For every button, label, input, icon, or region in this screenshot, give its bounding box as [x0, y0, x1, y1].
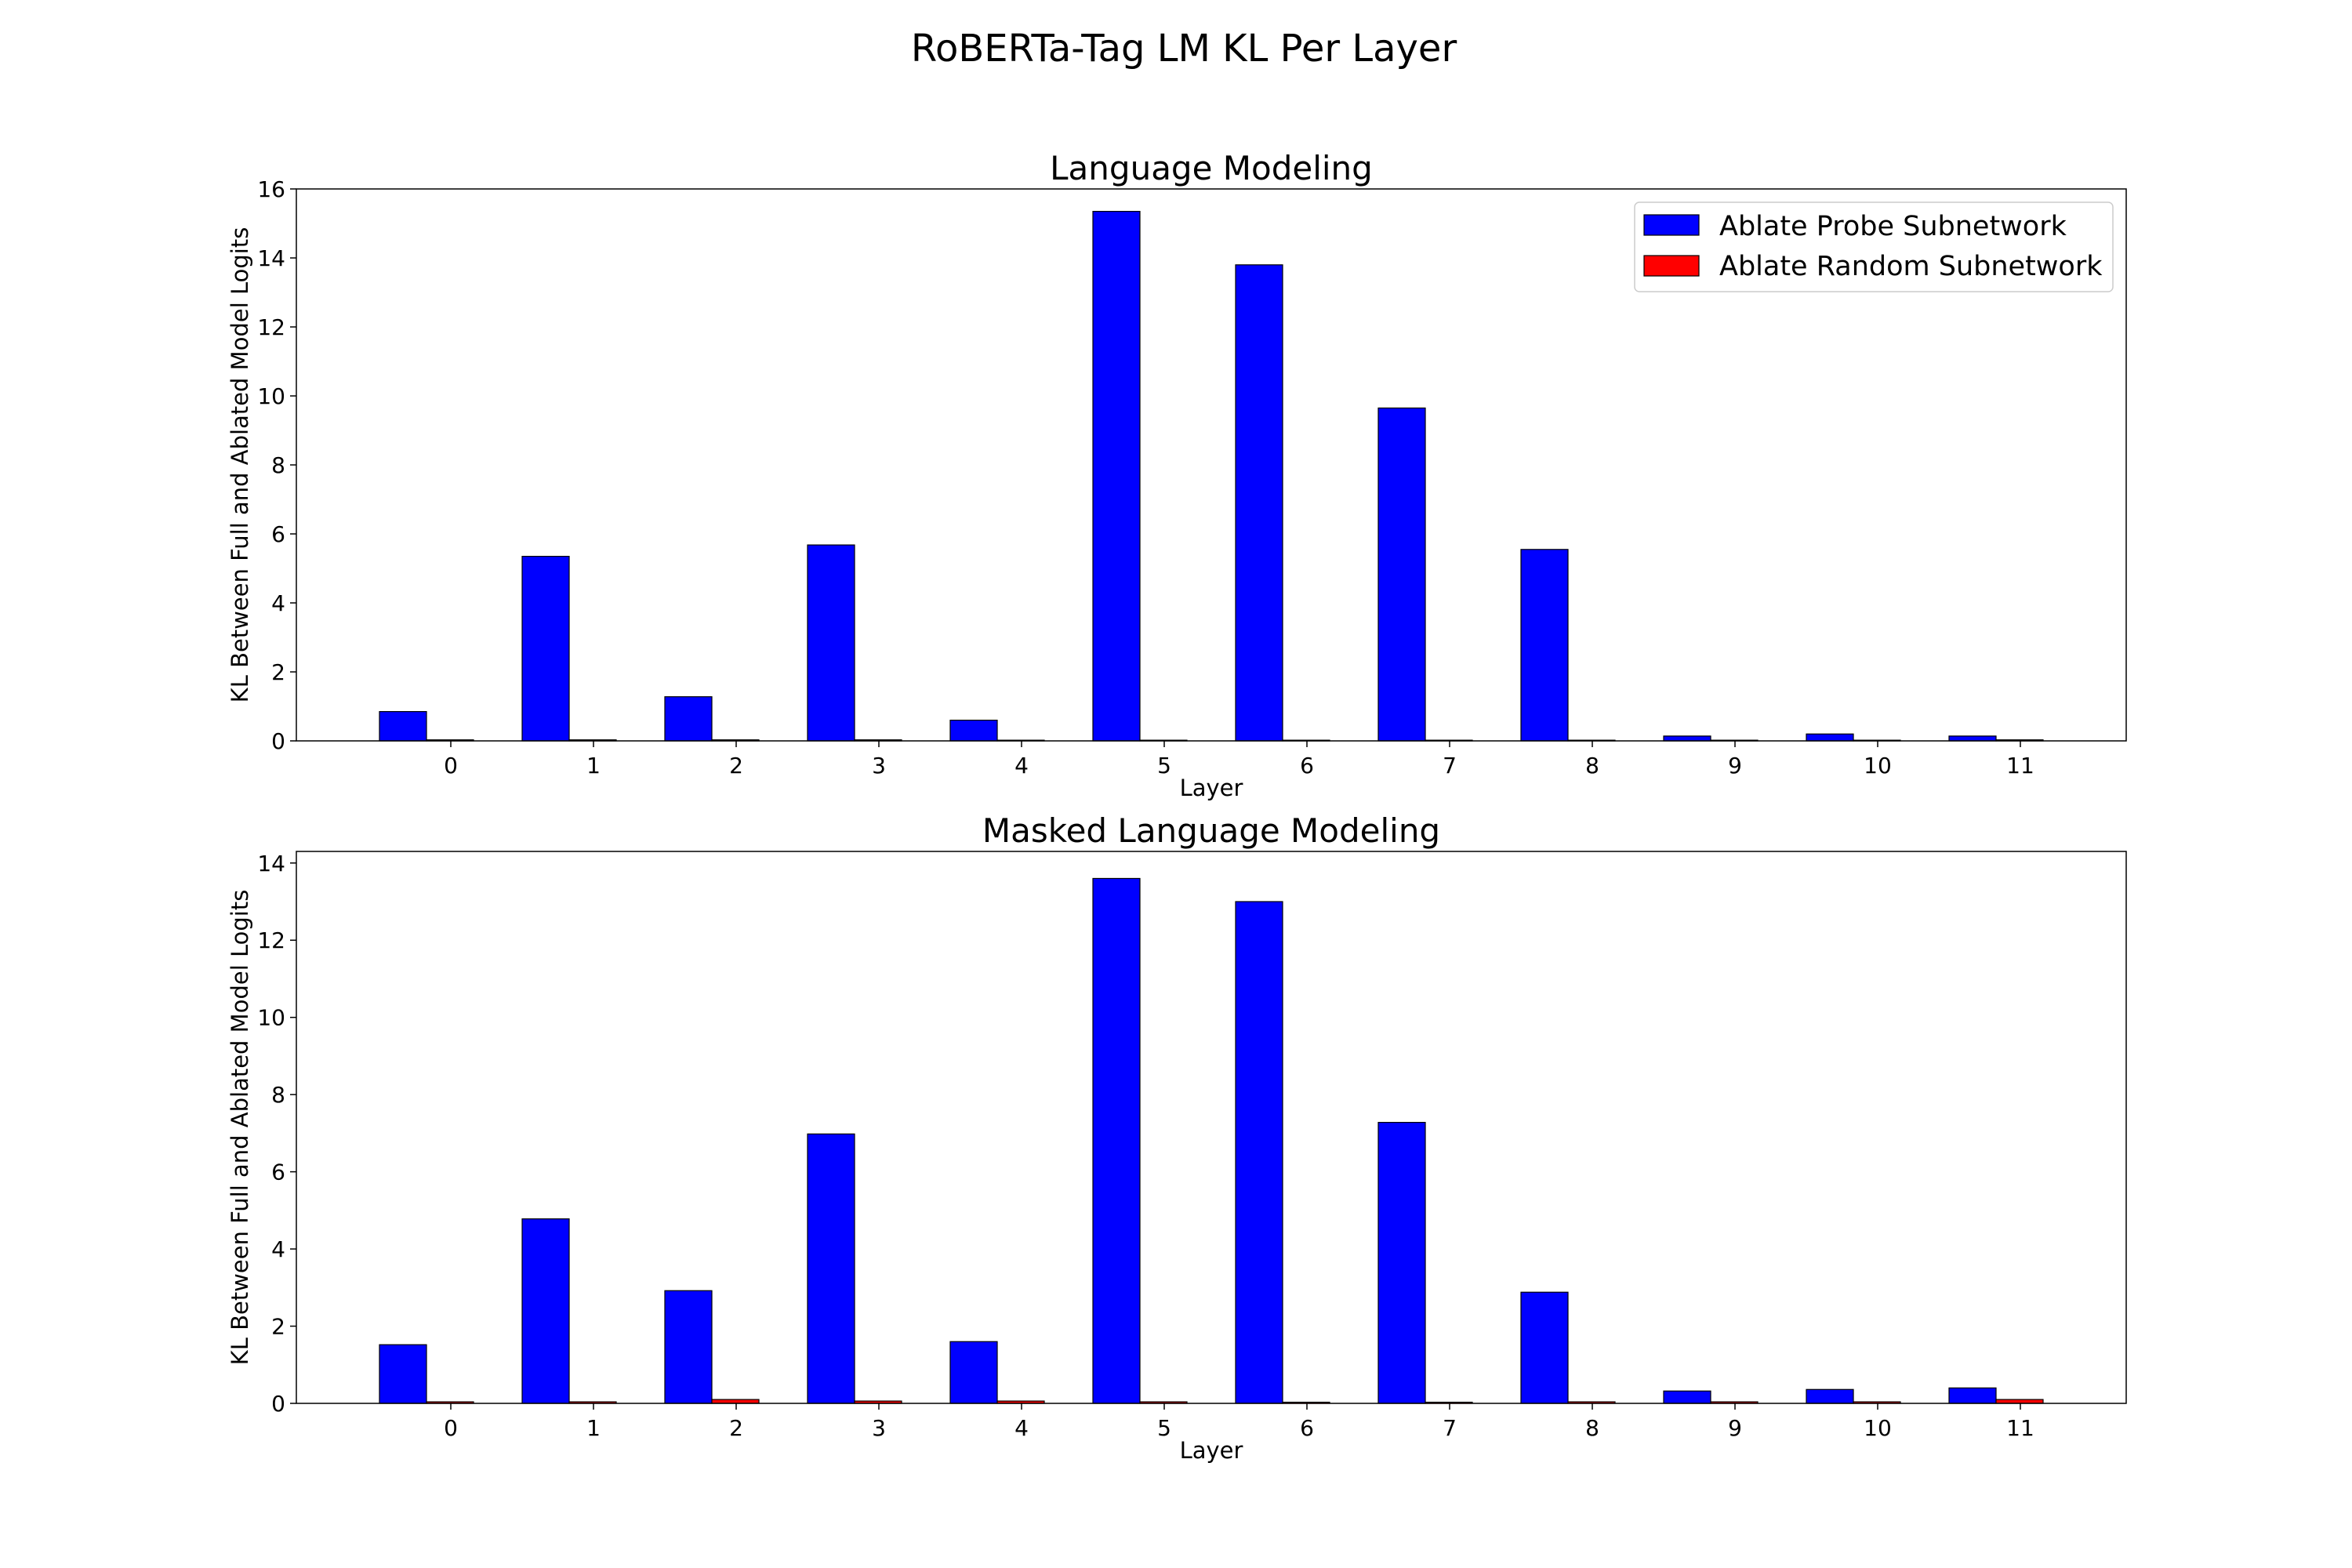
y-tick-label: 10: [257, 1005, 285, 1031]
y-tick-label: 8: [271, 452, 285, 478]
y-tick-label: 14: [257, 245, 285, 271]
bar-probe: [1235, 901, 1283, 1404]
y-tick-label: 4: [271, 1236, 285, 1262]
y-tick-label: 14: [257, 851, 285, 877]
x-tick-label: 2: [729, 1415, 743, 1441]
y-tick-label: 0: [271, 1391, 285, 1417]
x-tick-label: 0: [444, 1415, 458, 1441]
panel-title: Language Modeling: [1050, 149, 1373, 187]
bar-probe: [379, 710, 427, 742]
x-tick-label: 2: [729, 753, 743, 779]
bar-probe: [1377, 1121, 1426, 1404]
y-tick-label: 0: [271, 728, 285, 754]
bar-probe: [379, 1344, 427, 1404]
bar-probe: [664, 696, 713, 742]
bar-probe: [1520, 549, 1569, 742]
legend-label-probe: Ablate Probe Subnetwork: [1719, 211, 2067, 242]
x-tick-label: 1: [586, 1415, 601, 1441]
y-tick-label: 6: [271, 1160, 285, 1185]
x-tick-label: 0: [444, 753, 458, 779]
x-tick-label: 6: [1300, 1415, 1314, 1441]
bar-probe: [664, 1290, 713, 1404]
legend-swatch-probe: [1643, 214, 1700, 236]
y-tick-label: 6: [271, 521, 285, 547]
bar-probe: [807, 544, 855, 742]
bar-probe: [1806, 1388, 1854, 1404]
y-tick-label: 2: [271, 1314, 285, 1340]
y-axis-label: KL Between Full and Ablated Model Logits: [227, 890, 253, 1366]
bar-probe: [1663, 735, 1711, 742]
bar-probe: [1806, 733, 1854, 742]
y-axis-label: KL Between Full and Ablated Model Logits: [227, 227, 253, 703]
bar-probe: [1948, 735, 1997, 742]
x-tick-label: 4: [1014, 753, 1029, 779]
bar-probe: [1663, 1390, 1711, 1404]
figure-title: RoBERTa-Tag LM KL Per Layer: [911, 27, 1457, 71]
bar-probe: [807, 1133, 855, 1404]
x-tick-label: 6: [1300, 753, 1314, 779]
x-tick-label: 10: [1864, 1415, 1892, 1441]
legend-label-random: Ablate Random Subnetwork: [1719, 251, 2103, 282]
bar-probe: [1520, 1291, 1569, 1404]
bar-probe: [1235, 264, 1283, 742]
axes-frame: [296, 188, 2127, 742]
x-axis-label: Layer: [1180, 1437, 1243, 1464]
bar-probe: [1948, 1387, 1997, 1404]
legend-swatch-random: [1643, 255, 1700, 277]
x-tick-label: 7: [1443, 1415, 1457, 1441]
bar-probe: [949, 1341, 998, 1404]
x-tick-label: 3: [872, 1415, 886, 1441]
y-tick-label: 4: [271, 590, 285, 616]
axes-frame: [296, 851, 2127, 1404]
x-tick-label: 9: [1728, 753, 1742, 779]
x-tick-label: 8: [1585, 1415, 1599, 1441]
y-tick-label: 2: [271, 659, 285, 685]
x-tick-label: 5: [1157, 753, 1171, 779]
y-tick-label: 10: [257, 383, 285, 409]
y-tick-label: 12: [257, 927, 285, 953]
legend: Ablate Probe Subnetwork Ablate Random Sub…: [1634, 201, 2114, 292]
x-tick-label: 3: [872, 753, 886, 779]
x-tick-label: 10: [1864, 753, 1892, 779]
x-tick-label: 7: [1443, 753, 1457, 779]
x-tick-label: 9: [1728, 1415, 1742, 1441]
panel-title: Masked Language Modeling: [982, 811, 1440, 850]
x-axis-label: Layer: [1180, 775, 1243, 801]
bar-probe: [521, 555, 570, 742]
y-tick-label: 12: [257, 314, 285, 340]
x-tick-label: 11: [2006, 753, 2034, 779]
x-tick-label: 1: [586, 753, 601, 779]
y-tick-label: 16: [257, 176, 285, 202]
bar-probe: [1092, 211, 1141, 742]
x-tick-label: 5: [1157, 1415, 1171, 1441]
x-tick-label: 8: [1585, 753, 1599, 779]
bar-probe: [1377, 407, 1426, 742]
bar-probe: [949, 719, 998, 742]
bar-probe: [1092, 877, 1141, 1404]
bar-probe: [521, 1218, 570, 1404]
x-tick-label: 11: [2006, 1415, 2034, 1441]
x-tick-label: 4: [1014, 1415, 1029, 1441]
legend-frame: [1634, 201, 2114, 292]
y-tick-label: 8: [271, 1082, 285, 1108]
